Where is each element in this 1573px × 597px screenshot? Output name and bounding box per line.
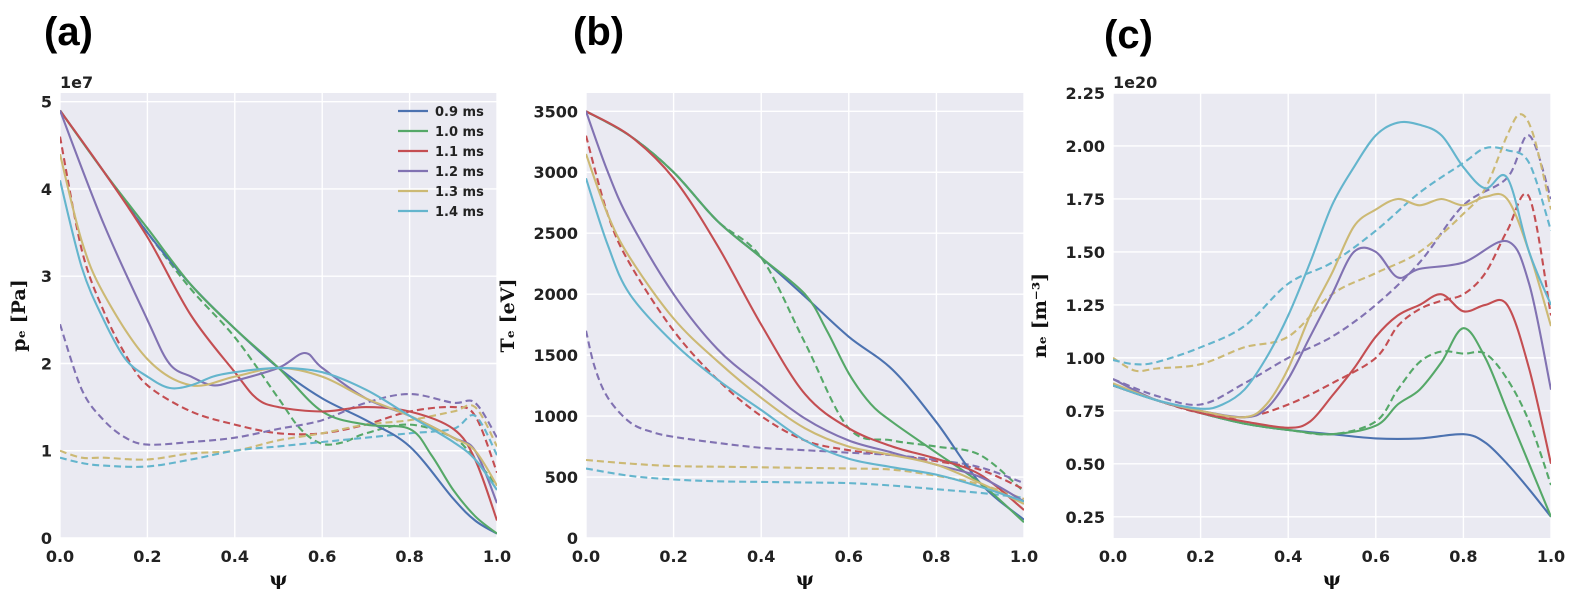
series-line-1-2-ms-dashed [586, 330, 1024, 485]
y-tick-label: 2.25 [1066, 84, 1105, 103]
axis-offset-text: 1e7 [60, 73, 93, 92]
x-tick-label: 1.0 [483, 547, 511, 566]
x-tick-label: 0.2 [1186, 547, 1214, 566]
y-tick-label: 0 [567, 529, 578, 548]
x-tick-label: 0.8 [395, 547, 423, 566]
series-line-1-4-ms-dashed [1113, 146, 1551, 366]
y-tick-label: 1.75 [1066, 190, 1105, 209]
x-axis-label: ψ [270, 568, 288, 590]
y-tick-label: 1000 [533, 407, 578, 426]
y-axis-label: Tₑ [eV] [497, 278, 519, 352]
y-tick-label: 0.25 [1066, 508, 1105, 527]
x-tick-label: 0.2 [133, 547, 161, 566]
y-tick-label: 1.00 [1066, 349, 1105, 368]
legend-label: 1.4 ms [435, 205, 484, 220]
x-axis-label: ψ [1323, 568, 1341, 590]
y-tick-label: 0.75 [1066, 402, 1105, 421]
y-tick-label: 2500 [533, 224, 578, 243]
y-tick-label: 0.50 [1066, 455, 1105, 474]
x-tick-label: 0.8 [1449, 547, 1477, 566]
x-tick-label: 0.4 [221, 547, 249, 566]
legend-label: 1.1 ms [435, 145, 484, 160]
series-line-1-4-ms-solid [60, 180, 497, 491]
chart-panel-2: (b) 0.0 0.2 0.4 0.6 0.8 1.0 0 500 1000 1500 2000 250… [497, 10, 1038, 590]
y-tick-label: 2000 [533, 285, 578, 304]
y-tick-label: 5 [41, 93, 52, 112]
x-tick-label: 0.4 [747, 547, 775, 566]
y-tick-label: 3000 [533, 163, 578, 182]
x-tick-label: 1.0 [1537, 547, 1565, 566]
y-tick-label: 2 [41, 354, 52, 373]
panel-label: (b) [573, 10, 624, 54]
x-axis-label: ψ [796, 568, 814, 590]
x-tick-label: 0.2 [659, 547, 687, 566]
y-tick-label: 1.50 [1066, 243, 1105, 262]
legend-label: 1.2 ms [435, 165, 484, 180]
chart-panel-1: (a) 0.0 0.2 0.4 0.6 0.8 1.0 0 1 2 3 4 5 1e7 ψ pₑ [Pa] 0.… [8, 10, 511, 590]
y-tick-label: 2.00 [1066, 137, 1105, 156]
y-tick-label: 3 [41, 267, 52, 286]
series-line-1-1-ms-dashed [1113, 192, 1551, 419]
series-line-1-1-ms-solid [1113, 293, 1551, 465]
legend-label: 0.9 ms [435, 105, 484, 120]
legend-label: 1.3 ms [435, 185, 484, 200]
legend-label: 1.0 ms [435, 125, 484, 140]
series-line-1-4-ms-solid [1113, 120, 1551, 410]
series-line-1-4-ms-dashed [586, 467, 1024, 499]
series-line-0-9-ms-solid [60, 109, 497, 535]
series-line-1-2-ms-dashed [1113, 134, 1551, 406]
series-line-1-3-ms-dashed [60, 403, 497, 461]
series-line-1-1-ms-dashed [60, 136, 497, 473]
x-tick-label: 1.0 [1010, 547, 1038, 566]
y-tick-label: 4 [41, 180, 52, 199]
series-line-1-3-ms-solid [586, 153, 1024, 505]
series-line-1-0-ms-solid [60, 109, 497, 535]
series-line-1-2-ms-dashed [60, 323, 497, 446]
y-tick-label: 1.25 [1066, 296, 1105, 315]
series-line-1-1-ms-solid [60, 109, 497, 521]
y-axis-label: nₑ [m⁻³] [1029, 273, 1051, 358]
y-tick-label: 500 [545, 468, 578, 487]
chart-panel-3: (c) 0.0 0.2 0.4 0.6 0.8 1.0 0.25 0.50 0.75 1.00 1.2… [1029, 13, 1565, 590]
x-tick-label: 0.4 [1274, 547, 1302, 566]
axis-offset-text: 1e20 [1113, 73, 1157, 92]
series-line-1-1-ms-solid [586, 110, 1024, 511]
x-tick-label: 0.6 [308, 547, 336, 566]
plot-area [1113, 93, 1551, 538]
y-tick-label: 1 [41, 442, 52, 461]
x-tick-label: 0.8 [922, 547, 950, 566]
series-line-1-1-ms-dashed [586, 135, 1024, 491]
y-tick-label: 1500 [533, 346, 578, 365]
series-line-1-0-ms-dashed [586, 110, 1024, 493]
y-tick-label: 0 [41, 529, 52, 548]
series-line-1-3-ms-dashed [1113, 113, 1551, 373]
series-line-1-4-ms-solid [586, 177, 1024, 503]
panel-label: (c) [1104, 13, 1153, 57]
x-tick-label: 0.0 [572, 547, 600, 566]
x-tick-label: 0.6 [1362, 547, 1390, 566]
series-line-1-0-ms-solid [586, 110, 1024, 523]
panel-label: (a) [44, 10, 93, 54]
x-tick-label: 0.6 [835, 547, 863, 566]
series-line-1-3-ms-solid [1113, 192, 1551, 419]
x-tick-label: 0.0 [46, 547, 74, 566]
legend: 0.9 ms 1.0 ms 1.1 ms 1.2 ms 1.3 ms 1.4 ms [398, 105, 484, 220]
y-axis-label: pₑ [Pa] [8, 279, 30, 351]
x-tick-label: 0.0 [1099, 547, 1127, 566]
y-tick-label: 3500 [533, 102, 578, 121]
series-line-1-0-ms-dashed [1113, 350, 1551, 486]
